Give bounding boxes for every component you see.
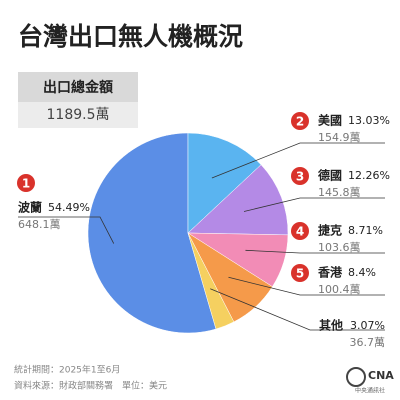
- value-label: 54.49%: [48, 201, 90, 214]
- category-label: 其他: [319, 318, 343, 333]
- value-label: 12.26%: [348, 169, 390, 182]
- logo: CNA: [368, 369, 394, 382]
- category-label: 香港: [317, 265, 343, 280]
- value-label: 8.4%: [348, 266, 376, 279]
- rank: 2: [296, 115, 304, 129]
- value-label: 13.03%: [348, 114, 390, 127]
- total-box-value: [18, 102, 138, 128]
- leader-line: [245, 249, 385, 254]
- total-value: 1189.5萬: [47, 107, 110, 123]
- leader-line: [211, 142, 385, 179]
- chart-title: 台灣出口無人機概況: [18, 22, 243, 51]
- category-label: 波蘭: [18, 200, 42, 215]
- amount-label: 100.4萬: [318, 283, 361, 296]
- category-label: 德國: [318, 168, 342, 183]
- leader-line: [228, 276, 385, 296]
- note: 統計期間：2025年1至6月: [14, 364, 120, 376]
- amount-label: 145.8萬: [318, 186, 361, 199]
- logo-sub: 中央通訊社: [355, 387, 385, 395]
- rank-badge: [291, 112, 309, 130]
- logo-mark: [346, 367, 366, 387]
- rank-badge: [291, 264, 309, 282]
- note: 資料來源：財政部關務署 單位：美元: [14, 380, 167, 392]
- leader-line: [18, 216, 115, 244]
- leader-line: [210, 288, 385, 331]
- amount-label: 36.7萬: [350, 336, 386, 349]
- pie-slice: [187, 164, 289, 236]
- rank: 3: [296, 170, 304, 184]
- pie-slice: [87, 132, 217, 334]
- value-label: 3.07%: [350, 319, 385, 332]
- pie-slice: [187, 232, 235, 330]
- total-label: 出口總金額: [43, 79, 113, 96]
- amount-label: 648.1萬: [18, 218, 61, 231]
- rank: 5: [296, 267, 304, 281]
- rank-badge: [17, 174, 35, 192]
- total-box: [18, 72, 138, 102]
- rank: 1: [22, 177, 30, 191]
- rank-badge: [291, 167, 309, 185]
- category-label: 捷克: [318, 223, 342, 238]
- rank: 4: [296, 225, 304, 239]
- rank-badge: [291, 222, 309, 240]
- pie-slice: [187, 132, 262, 234]
- category-label: 美國: [318, 113, 342, 128]
- amount-label: 103.6萬: [318, 241, 361, 254]
- leader-line: [243, 197, 385, 212]
- amount-label: 154.9萬: [318, 131, 361, 144]
- value-label: 8.71%: [348, 224, 383, 237]
